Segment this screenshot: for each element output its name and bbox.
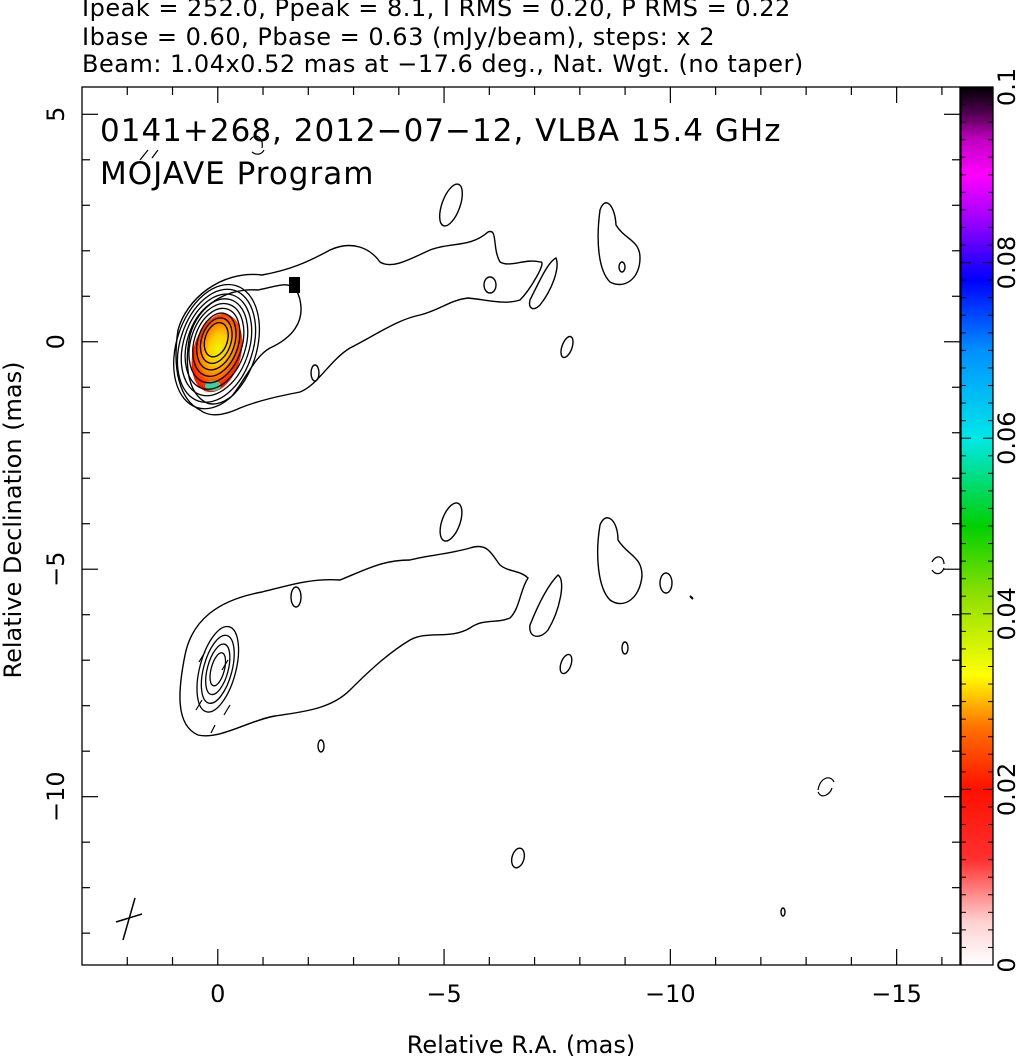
y-axis-label: Relative Declination (mas) [0,361,27,678]
lower-core-contour-ring [209,652,227,687]
lower-isolated-contour [529,574,563,637]
x-tick-label: −5 [426,980,461,1008]
colorbar-tick-label: 0.08 [993,236,1021,289]
upper-isolated-contour [560,335,574,359]
lower-isolated-contour [659,572,673,594]
lower-jet-outer-contour [179,545,529,737]
lower-isolated-contour [317,739,325,753]
lower-core-vectors [195,651,231,734]
upper-core-contour-ring [192,307,241,377]
lower-core-contour-ring [205,643,231,696]
upper-core-contour-ring [180,293,253,397]
upper-core-contour-ring [184,298,249,390]
polarization-vector [289,277,300,293]
upper-core-contour-ring [188,302,245,384]
colorbar-tick-label: 0.02 [993,763,1021,816]
upper-core-contour-ring [199,317,233,364]
lower-isolated-contour [510,847,526,869]
upper-core-rings [173,283,261,410]
lower-negative-contour [817,777,835,797]
colorbar-tick-label: 0 [993,957,1021,972]
colorbar-ticks: 0 0.02 0.04 0.06 0.08 0.1 [961,68,1021,973]
y-tick-label: 5 [42,107,70,122]
upper-core-contour-ring [176,288,257,403]
x-tick-label: 0 [210,980,225,1008]
lower-isolated-contour [559,653,573,675]
lower-isolated-contour [621,641,629,655]
x-tick-label: −10 [645,980,696,1008]
x-tick-label: −15 [871,980,922,1008]
colorbar-tick-label: 0.1 [993,68,1021,106]
lower-map [179,502,945,917]
x-axis-ticks: 0 −5 −10 −15 [126,87,943,1008]
beam-marker [115,897,143,941]
lower-isolated-contour [290,586,302,608]
upper-core-contour-ring [195,312,237,371]
lower-isolated-contour [780,907,786,917]
upper-isolated-contour [597,202,641,286]
source-annotation: 0141+268, 2012−07−12, VLBA 15.4 GHz [100,113,781,149]
x-axis-label: Relative R.A. (mas) [407,1031,635,1059]
upper-isolated-contour [528,257,558,310]
y-axis-ticks: 5 0 −5 −10 [42,107,960,934]
program-annotation: MOJAVE Program [100,156,374,192]
upper-negative-contour [249,135,265,155]
y-tick-label: 0 [42,334,70,349]
jet-outer-contour [175,230,543,416]
header-beam-line: Beam: 1.04x0.52 mas at −17.6 deg., Nat. … [82,50,804,78]
plot-frame [81,86,961,966]
colorbar-tick-label: 0.06 [993,411,1021,464]
header-stats-line-1: Ipeak = 252.0, Ppeak = 8.1, I RMS = 0.20… [82,0,791,22]
polarization-color-blob [191,313,243,393]
upper-core-contour-ring [203,322,229,358]
lower-negative-contour [931,556,945,575]
lower-core-rings [196,625,240,713]
upper-negative-contour [139,149,159,161]
lower-negative-contour [689,595,694,600]
upper-isolated-contour [618,261,626,273]
upper-core-contour-ring [173,283,261,410]
upper-isolated-contour [310,364,320,382]
y-tick-label: −5 [42,552,70,587]
upper-isolated-contour [438,183,464,227]
lower-core-contour-ring [196,625,240,713]
lower-core-contour-ring [200,634,235,704]
upper-isolated-contour [483,276,497,294]
header-stats-line-2: Ibase = 0.60, Pbase = 0.63 (mJy/beam), s… [82,23,716,51]
lower-isolated-contour [597,517,643,605]
colorbar-tick-label: 0.04 [993,587,1021,640]
y-tick-label: −10 [42,771,70,822]
upper-map [139,135,641,416]
lower-isolated-contour [439,502,463,542]
